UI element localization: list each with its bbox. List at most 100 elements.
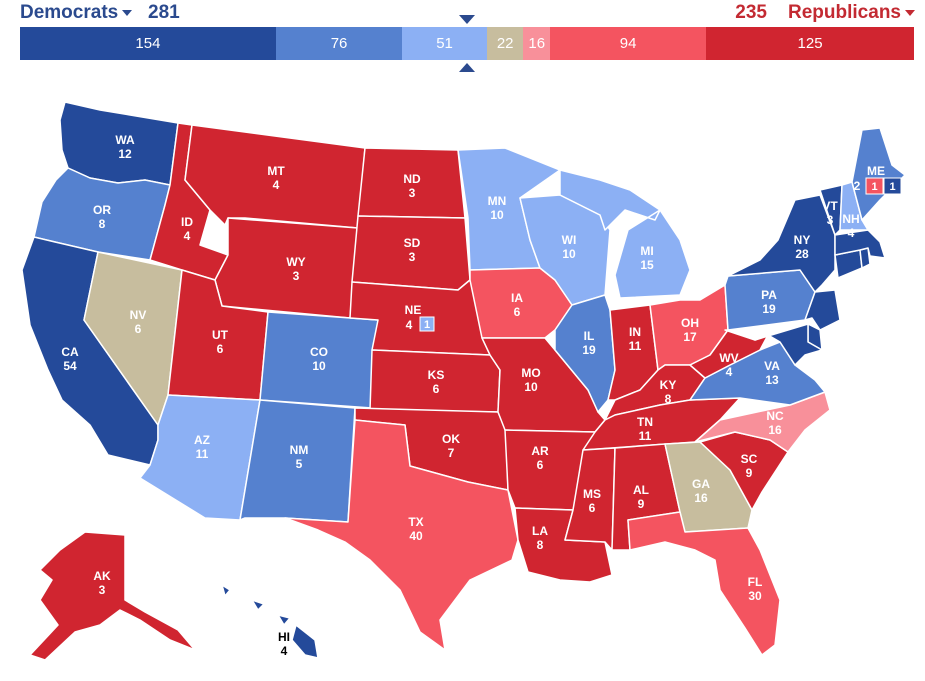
tx-ev: 40 — [409, 529, 423, 543]
wy-ev: 3 — [293, 269, 300, 283]
ga-ev: 16 — [694, 491, 708, 505]
wi-abbr: WI — [562, 233, 577, 247]
ar-abbr: AR — [531, 444, 549, 458]
me1-ev-label: 1 — [889, 181, 895, 193]
oh-abbr: OH — [681, 316, 699, 330]
az-abbr: AZ — [194, 433, 210, 447]
electoral-vote-bar: 154 76 51 22 16 94 125 — [20, 27, 914, 60]
nm-ev: 5 — [296, 457, 303, 471]
chevron-down-icon — [905, 9, 915, 16]
ca-abbr: CA — [61, 345, 79, 359]
me-abbr: ME — [867, 164, 885, 178]
mo-ev: 10 — [524, 380, 538, 394]
bar-segment-safe-r[interactable]: 125 — [706, 27, 914, 60]
sd-ev: 3 — [409, 250, 416, 264]
hi-ev: 4 — [281, 644, 288, 658]
democrats-total: 281 — [148, 2, 180, 23]
hi-abbr: HI — [278, 630, 290, 644]
oh-ev: 17 — [683, 330, 697, 344]
state-fl[interactable] — [627, 511, 781, 656]
state-tx[interactable] — [284, 419, 519, 651]
fl-ev: 30 — [748, 589, 762, 603]
ia-ev: 6 — [514, 305, 521, 319]
state-me[interactable] — [851, 127, 906, 221]
la-ev: 8 — [537, 538, 544, 552]
me-ev: 2 — [854, 179, 861, 193]
wa-ev: 12 — [118, 147, 132, 161]
pa-ev: 19 — [762, 302, 776, 316]
nd-abbr: ND — [403, 172, 421, 186]
ok-ev: 7 — [448, 446, 455, 460]
il-abbr: IL — [584, 329, 595, 343]
id-ev: 4 — [184, 229, 191, 243]
la-abbr: LA — [532, 524, 548, 538]
district-box-me1[interactable] — [883, 177, 902, 195]
al-abbr: AL — [633, 483, 649, 497]
state-il[interactable] — [554, 294, 616, 413]
vt-abbr: VT — [822, 199, 838, 213]
state-wv[interactable] — [689, 329, 769, 379]
ky-ev: 8 — [665, 392, 672, 406]
nd-ev: 3 — [409, 186, 416, 200]
state-mi[interactable] — [559, 169, 691, 299]
ut-ev: 6 — [217, 342, 224, 356]
wi-ev: 10 — [562, 247, 576, 261]
pa-abbr: PA — [761, 288, 777, 302]
ks-abbr: KS — [428, 368, 445, 382]
sc-ev: 9 — [746, 466, 753, 480]
state-ma[interactable] — [834, 229, 886, 259]
republicans-label: Republicans — [788, 2, 901, 23]
id-abbr: ID — [181, 215, 193, 229]
tn-ev: 11 — [639, 429, 652, 443]
state-hi[interactable] — [221, 584, 319, 659]
bar-segment-safe-d[interactable]: 154 — [20, 27, 276, 60]
ks-ev: 6 — [433, 382, 440, 396]
bar-segment-tilt-r[interactable]: 16 — [523, 27, 551, 60]
me2-ev-label: 1 — [871, 181, 877, 193]
bar-segment-lean-r[interactable]: 94 — [550, 27, 707, 60]
bar-segment-tossup[interactable]: 22 — [486, 27, 524, 60]
in-abbr: IN — [629, 325, 641, 339]
ne-abbr: NE — [405, 303, 422, 317]
chevron-down-icon — [122, 9, 133, 16]
wv-abbr: WV — [719, 351, 738, 365]
nv-ev: 6 — [135, 322, 142, 336]
bar-segment-likely-d[interactable]: 76 — [275, 27, 403, 60]
nm-abbr: NM — [290, 443, 309, 457]
ok-abbr: OK — [442, 432, 460, 446]
va-ev: 13 — [765, 373, 779, 387]
ak-ev: 3 — [99, 583, 106, 597]
in-ev: 11 — [629, 339, 642, 353]
mt-ev: 4 — [273, 178, 280, 192]
state-md[interactable] — [754, 323, 823, 366]
va-abbr: VA — [764, 359, 780, 373]
majority-marker-bottom-icon — [459, 63, 475, 72]
co-ev: 10 — [312, 359, 326, 373]
mn-ev: 10 — [490, 208, 504, 222]
ky-abbr: KY — [660, 378, 677, 392]
bar-segment-lean-d[interactable]: 51 — [402, 27, 487, 60]
republicans-total: 235 — [735, 2, 767, 23]
district-box-me2[interactable] — [865, 177, 884, 195]
state-ak[interactable] — [29, 531, 196, 661]
ga-abbr: GA — [692, 477, 710, 491]
nc-abbr: NC — [766, 409, 784, 423]
az-ev: 11 — [196, 447, 209, 461]
wv-ev: 4 — [726, 365, 733, 379]
fl-abbr: FL — [748, 575, 763, 589]
wy-abbr: WY — [286, 255, 305, 269]
mi-ev: 15 — [640, 258, 654, 272]
co-abbr: CO — [310, 345, 328, 359]
wa-abbr: WA — [115, 133, 135, 147]
state-nc[interactable] — [694, 391, 831, 453]
or-ev: 8 — [99, 217, 106, 231]
democrats-dropdown[interactable]: Democrats — [20, 2, 133, 24]
ia-abbr: IA — [511, 291, 523, 305]
ar-ev: 6 — [537, 458, 544, 472]
ne-ev: 4 — [406, 318, 413, 332]
republicans-dropdown[interactable]: Republicans — [788, 2, 915, 24]
district-box-ne2[interactable] — [419, 316, 435, 332]
il-ev: 19 — [582, 343, 596, 357]
nv-abbr: NV — [130, 308, 147, 322]
us-electoral-map: 1 1 1 WA 12 OR 8 CA 54 NV 6 ID 4 MT 4 WY… — [21, 101, 906, 661]
